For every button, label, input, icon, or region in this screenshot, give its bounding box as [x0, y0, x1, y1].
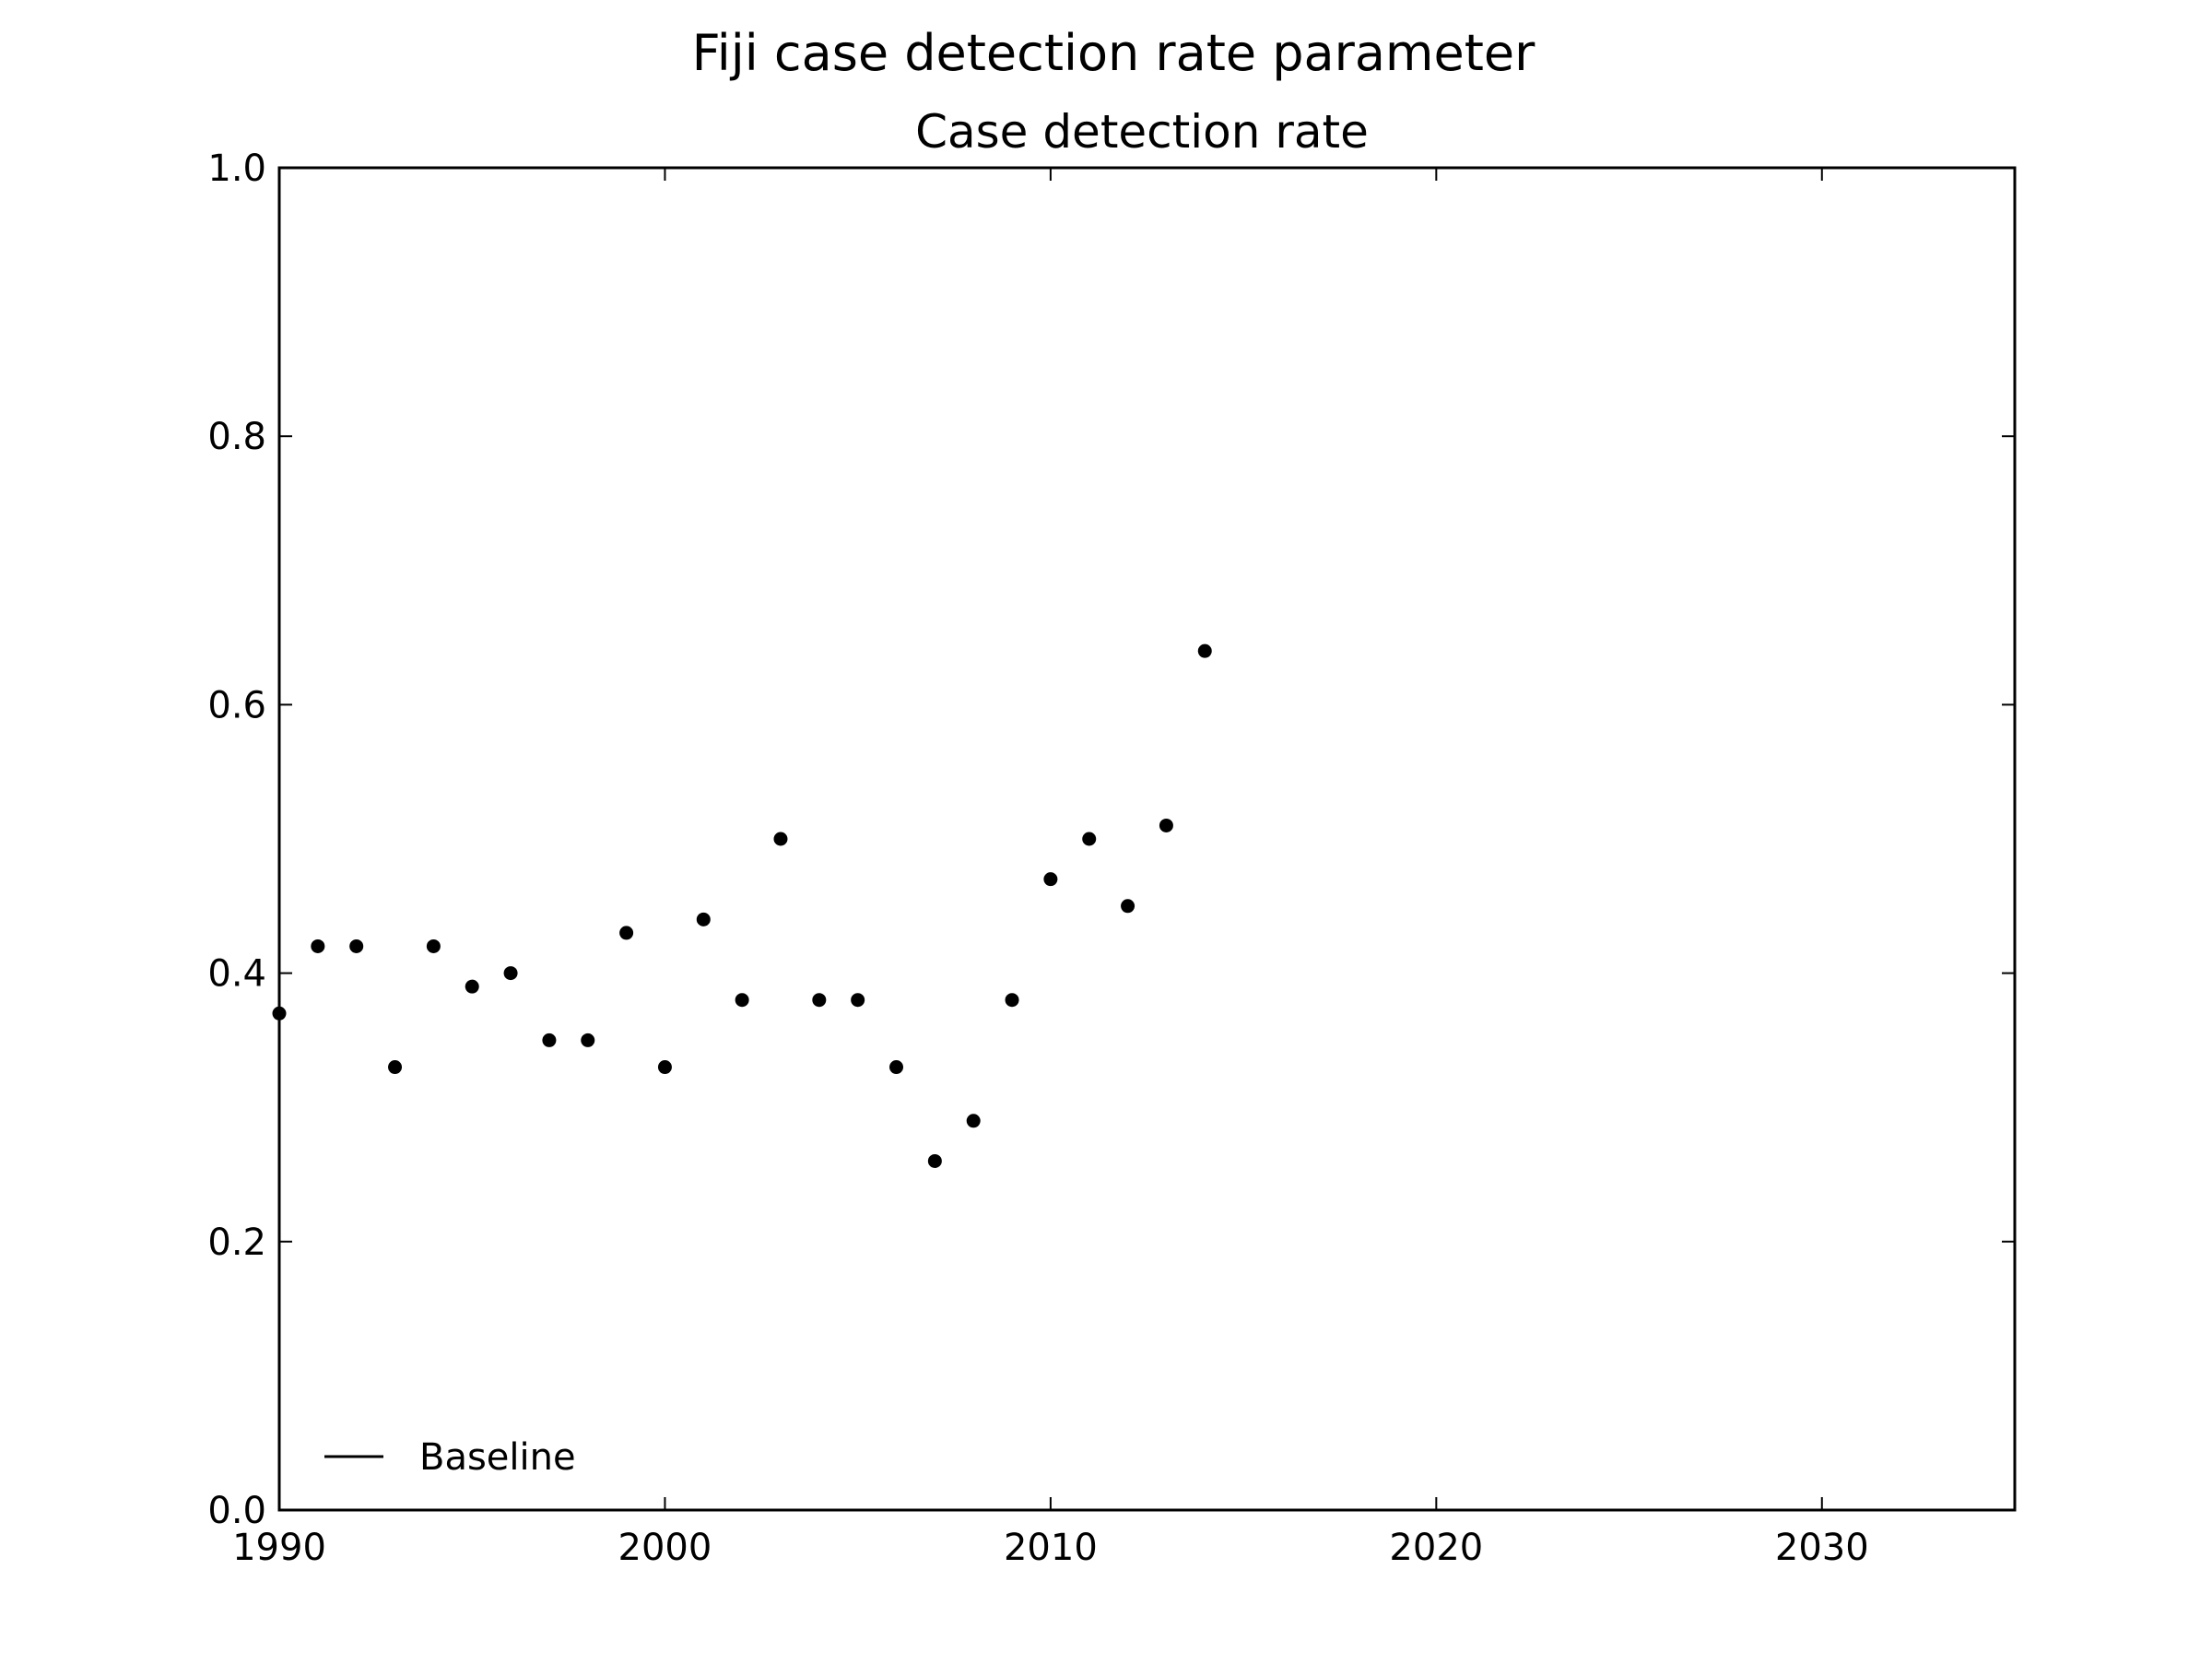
y-tick-label: 0.8	[207, 416, 266, 458]
data-point	[619, 926, 634, 940]
plot-area: 0.0 0.2 0.4 0.6 0.8 1.0 1990 2000 2010 2020 2030	[207, 148, 2017, 1569]
data-point	[735, 993, 749, 1008]
data-point	[889, 1060, 904, 1075]
legend-label-baseline: Baseline	[419, 1436, 576, 1479]
data-point	[1121, 899, 1135, 914]
data-points	[272, 643, 1212, 1168]
data-point	[773, 832, 788, 846]
y-tick-label: 0.4	[207, 953, 266, 996]
data-point	[542, 1033, 557, 1047]
data-point	[465, 979, 479, 994]
data-point	[349, 938, 364, 953]
data-point	[696, 912, 711, 926]
x-axis: 1990 2000 2010 2020 2030	[232, 168, 1869, 1569]
data-point	[1159, 818, 1173, 832]
y-tick-label: 1.0	[207, 148, 266, 190]
x-tick-label: 1990	[232, 1527, 326, 1569]
y-tick-label: 0.2	[207, 1221, 266, 1264]
y-tick-label: 0.6	[207, 684, 266, 726]
data-point	[1082, 832, 1097, 846]
data-point	[1005, 993, 1019, 1008]
data-point	[812, 993, 827, 1008]
data-point	[426, 938, 441, 953]
y-axis: 0.0 0.2 0.4 0.6 0.8 1.0	[207, 148, 2015, 1532]
x-tick-label: 2020	[1389, 1527, 1483, 1569]
data-point	[311, 938, 325, 953]
plot-frame	[277, 166, 2017, 1512]
data-point	[657, 1060, 672, 1075]
data-point	[851, 993, 865, 1008]
data-point	[503, 966, 518, 981]
legend: Baseline	[324, 1436, 576, 1479]
data-point	[581, 1033, 595, 1047]
data-point	[1043, 872, 1058, 887]
data-point	[1197, 643, 1212, 658]
y-tick-label: 0.0	[207, 1490, 266, 1532]
data-point	[388, 1060, 403, 1075]
data-point	[966, 1114, 981, 1128]
data-point	[927, 1153, 942, 1168]
x-tick-label: 2000	[618, 1527, 712, 1569]
chart-title: Fiji case detection rate parameter	[692, 24, 1536, 82]
axes-title: Case detection rate	[915, 105, 1369, 159]
x-tick-label: 2010	[1004, 1527, 1098, 1569]
x-tick-label: 2030	[1775, 1527, 1869, 1569]
